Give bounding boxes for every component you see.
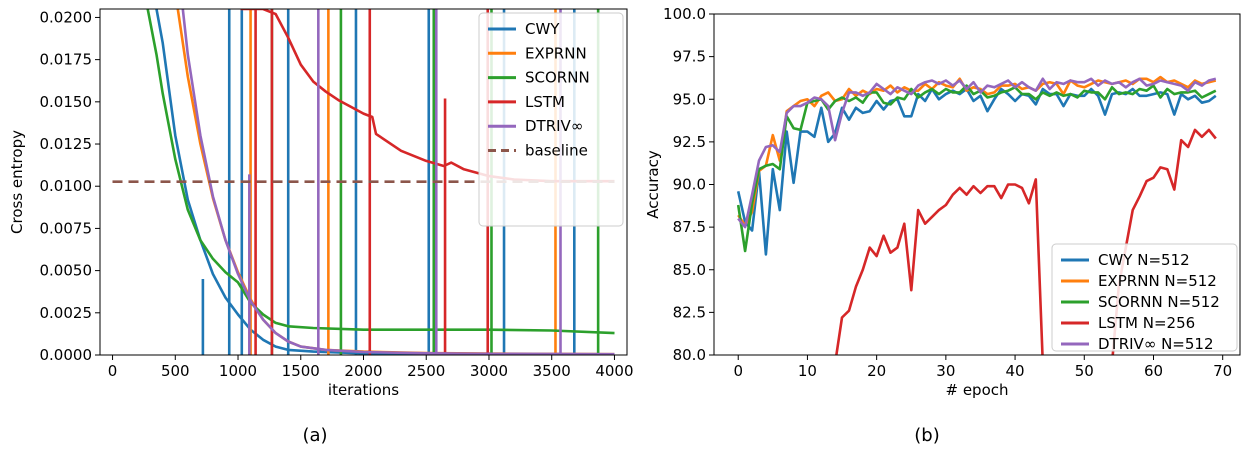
panel-a-y-tick-label: 0.0150	[40, 93, 93, 111]
panel-a-label: (a)	[302, 425, 327, 446]
panel-b-legend-label: SCORNN N=512	[1098, 293, 1220, 311]
panel-b-x-axis-label: # epoch	[945, 381, 1008, 399]
panel-b-legend-box	[1051, 243, 1238, 352]
panel-b-series-lstm-n-256-line	[835, 178, 1044, 355]
panel-b-x-tick-label: 30	[936, 362, 955, 380]
panel-a-y-tick-label: 0.0050	[40, 262, 93, 280]
panel-b-legend-label: DTRIV∞ N=512	[1098, 335, 1214, 353]
panel-a-legend-label: EXPRNN	[525, 44, 587, 62]
panel-a-x-tick-label: 500	[161, 362, 190, 380]
panel-b-y-tick-label: 92.5	[673, 133, 706, 151]
panel-b-y-tick-label: 87.5	[673, 218, 706, 236]
panel-b-y-tick-label: 90.0	[673, 176, 706, 194]
panel-a-legend-box	[478, 12, 624, 227]
panel-a-legend-label: DTRIV∞	[525, 117, 583, 135]
panel-b-y-tick-label: 82.5	[673, 303, 706, 321]
panel-b-series-dtriv-n-512-line	[737, 77, 1217, 229]
panel-b-y-tick-label: 100.0	[663, 5, 706, 23]
panel-b-accuracy-chart: (b) 0 10 20 30 40 50 60 70 80.0 82.5 85.0 87.5 90.0 9…	[644, 5, 1241, 446]
panel-b-series-dtriv-n-512	[737, 77, 1217, 229]
panel-b-legend-label: EXPRNN N=512	[1098, 272, 1217, 290]
panel-b-x-tick-label: 20	[867, 362, 886, 380]
panel-a-x-tick-label: 3000	[470, 362, 508, 380]
panel-a-legend-label: LSTM	[525, 93, 565, 111]
panel-a-y-tick-label: 0.0125	[40, 135, 93, 153]
panel-b-x-tick-label: 70	[1213, 362, 1232, 380]
panel-b-label: (b)	[914, 425, 939, 446]
panel-a-x-axis-label: iterations	[328, 381, 399, 399]
panel-a-cross-entropy-chart: (a) 0 500 1000 1500 2000 2500 3000 3500 4000 0.00…	[8, 8, 634, 446]
panel-b-y-tick-label: 80.0	[673, 346, 706, 364]
panel-a-series-lstm-line	[240, 9, 615, 183]
panel-a-x-tick-label: 1000	[219, 362, 257, 380]
panel-b-x-tick-label: 10	[798, 362, 817, 380]
panel-b-x-tick-label: 50	[1075, 362, 1094, 380]
panel-b-x-tick-label: 40	[1006, 362, 1025, 380]
panel-a-x-tick-label: 2500	[407, 362, 445, 380]
panel-a-series-dtriv--line	[181, 9, 615, 355]
panel-b-series-lstm-n-256-line	[1111, 128, 1217, 355]
panel-a-y-tick-label: 0.0200	[40, 8, 93, 26]
panel-a-series-cwy-line	[155, 9, 615, 355]
panel-b-legend-label: LSTM N=256	[1098, 314, 1195, 332]
panel-a-y-tick-label: 0.0175	[40, 51, 93, 69]
panel-a-x-tick-label: 2000	[344, 362, 382, 380]
panel-a-plot-lines	[112, 9, 615, 355]
panel-b-series-lstm-n-256	[835, 128, 1217, 355]
panel-a-y-tick-label: 0.0100	[40, 177, 93, 195]
panel-b-legend-label: CWY N=512	[1098, 251, 1190, 269]
panel-b-series-scornn-n-512-line	[736, 84, 1217, 253]
panel-b-y-tick-label: 95.0	[673, 90, 706, 108]
panel-a-x-tick-label: 4000	[595, 362, 633, 380]
panel-a-y-tick-label: 0.0000	[40, 346, 93, 364]
panel-a-series-lstm	[240, 9, 615, 355]
panel-a-legend-label: CWY	[525, 20, 560, 38]
panel-b-x-tick-label: 60	[1144, 362, 1163, 380]
panel-a-x-tick-label: 1500	[282, 362, 320, 380]
panel-a-y-tick-label: 0.0025	[40, 304, 93, 322]
panel-b-y-axis-label: Accuracy	[644, 150, 662, 219]
panel-b-y-tick-label: 97.5	[673, 48, 706, 66]
panel-b-x-tick-label: 0	[733, 362, 743, 380]
panel-b-series-scornn-n-512	[736, 84, 1217, 253]
panel-a-x-tick-label: 3500	[533, 362, 571, 380]
panel-a-y-tick-label: 0.0075	[40, 219, 93, 237]
panel-b-legend: CWY N=512 EXPRNN N=512 SCORNN N=512 LSTM N=…	[1051, 243, 1238, 353]
panel-a-y-axis-label: Cross entropy	[8, 130, 26, 234]
panel-a-x-tick-label: 0	[108, 362, 118, 380]
panel-a-legend-label: SCORNN	[525, 69, 590, 87]
panel-a-legend-label: baseline	[525, 142, 588, 160]
panel-b-plot-lines	[736, 75, 1217, 355]
panel-b-y-tick-label: 85.0	[673, 261, 706, 279]
panel-a-legend: CWY EXPRNN SCORNN LSTM DTRIV∞ baseline	[478, 12, 624, 227]
